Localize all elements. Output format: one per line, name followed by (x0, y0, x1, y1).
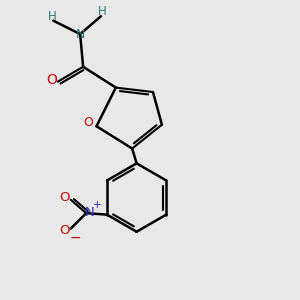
Text: N: N (76, 28, 86, 41)
Text: +: + (93, 200, 102, 210)
Text: H: H (48, 10, 57, 23)
Text: H: H (98, 5, 106, 18)
Text: O: O (83, 116, 93, 129)
Text: −: − (69, 230, 81, 244)
Text: O: O (60, 224, 70, 237)
Text: O: O (46, 73, 57, 87)
Text: O: O (60, 191, 70, 204)
Text: N: N (84, 206, 94, 219)
